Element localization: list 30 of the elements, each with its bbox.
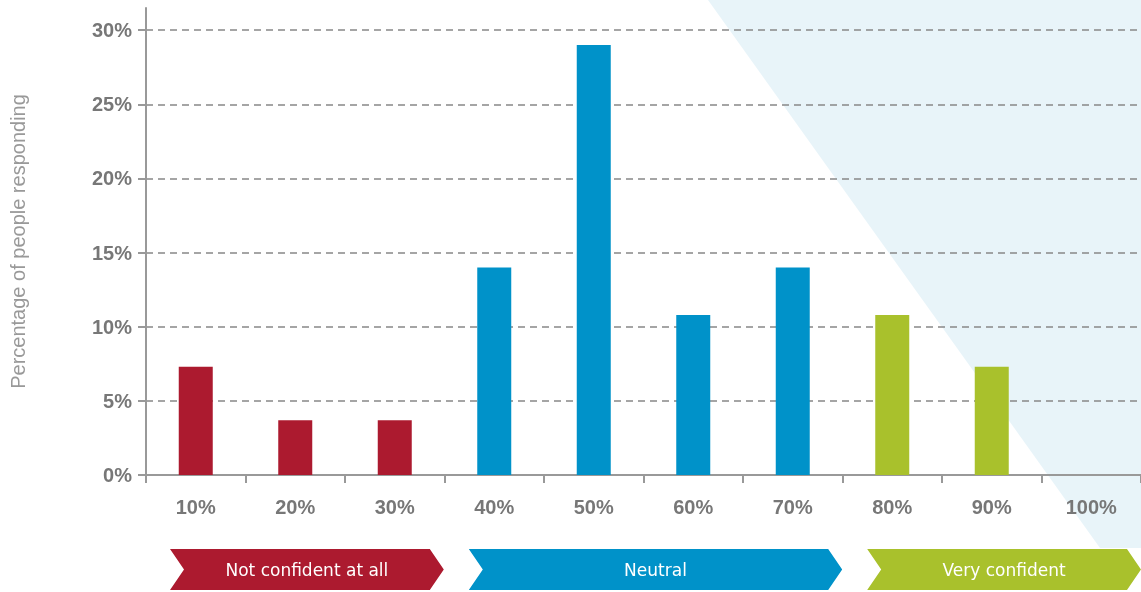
y-axis-title: Percentage of people responding bbox=[7, 94, 29, 389]
x-tick-label: 30% bbox=[374, 496, 415, 518]
x-tick-label: 70% bbox=[772, 496, 813, 518]
x-tick-label: 10% bbox=[175, 496, 216, 518]
y-tick-label: 15% bbox=[91, 241, 133, 264]
x-tick-label: 60% bbox=[673, 496, 714, 518]
bar bbox=[974, 366, 1009, 475]
x-tick-label: 90% bbox=[971, 496, 1012, 518]
x-tick-label: 40% bbox=[474, 496, 515, 518]
bar bbox=[477, 267, 512, 475]
bar bbox=[377, 420, 412, 475]
text: Not confident at all bbox=[170, 549, 444, 590]
bar bbox=[676, 314, 711, 475]
y-tick-label: 5% bbox=[103, 389, 133, 412]
bar bbox=[576, 45, 611, 475]
bar bbox=[178, 366, 213, 475]
text: Neutral bbox=[468, 549, 843, 590]
bar bbox=[875, 314, 910, 475]
y-tick-label: 25% bbox=[91, 93, 133, 116]
x-tick-label: 20% bbox=[275, 496, 316, 518]
text: Very confident bbox=[867, 549, 1141, 590]
y-tick-label: 20% bbox=[91, 167, 133, 190]
y-tick-label: 30% bbox=[91, 19, 133, 42]
x-tick-label: 50% bbox=[573, 496, 614, 518]
bar bbox=[278, 420, 313, 475]
y-tick-label: 0% bbox=[103, 464, 133, 486]
y-tick-label: 10% bbox=[91, 315, 133, 338]
x-tick-label: 100% bbox=[1065, 496, 1118, 518]
x-tick-label: 80% bbox=[872, 496, 913, 518]
bar bbox=[775, 267, 810, 475]
